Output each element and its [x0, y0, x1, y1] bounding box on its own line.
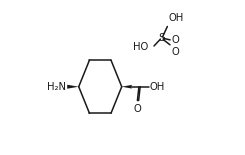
Text: S: S [158, 33, 165, 43]
Polygon shape [122, 85, 132, 89]
Text: OH: OH [149, 82, 164, 92]
Polygon shape [67, 85, 79, 89]
Text: HO: HO [133, 42, 148, 52]
Text: O: O [172, 35, 179, 45]
Text: O: O [172, 47, 179, 57]
Text: H₂N: H₂N [48, 82, 66, 92]
Text: OH: OH [169, 13, 184, 23]
Text: O: O [134, 104, 142, 114]
